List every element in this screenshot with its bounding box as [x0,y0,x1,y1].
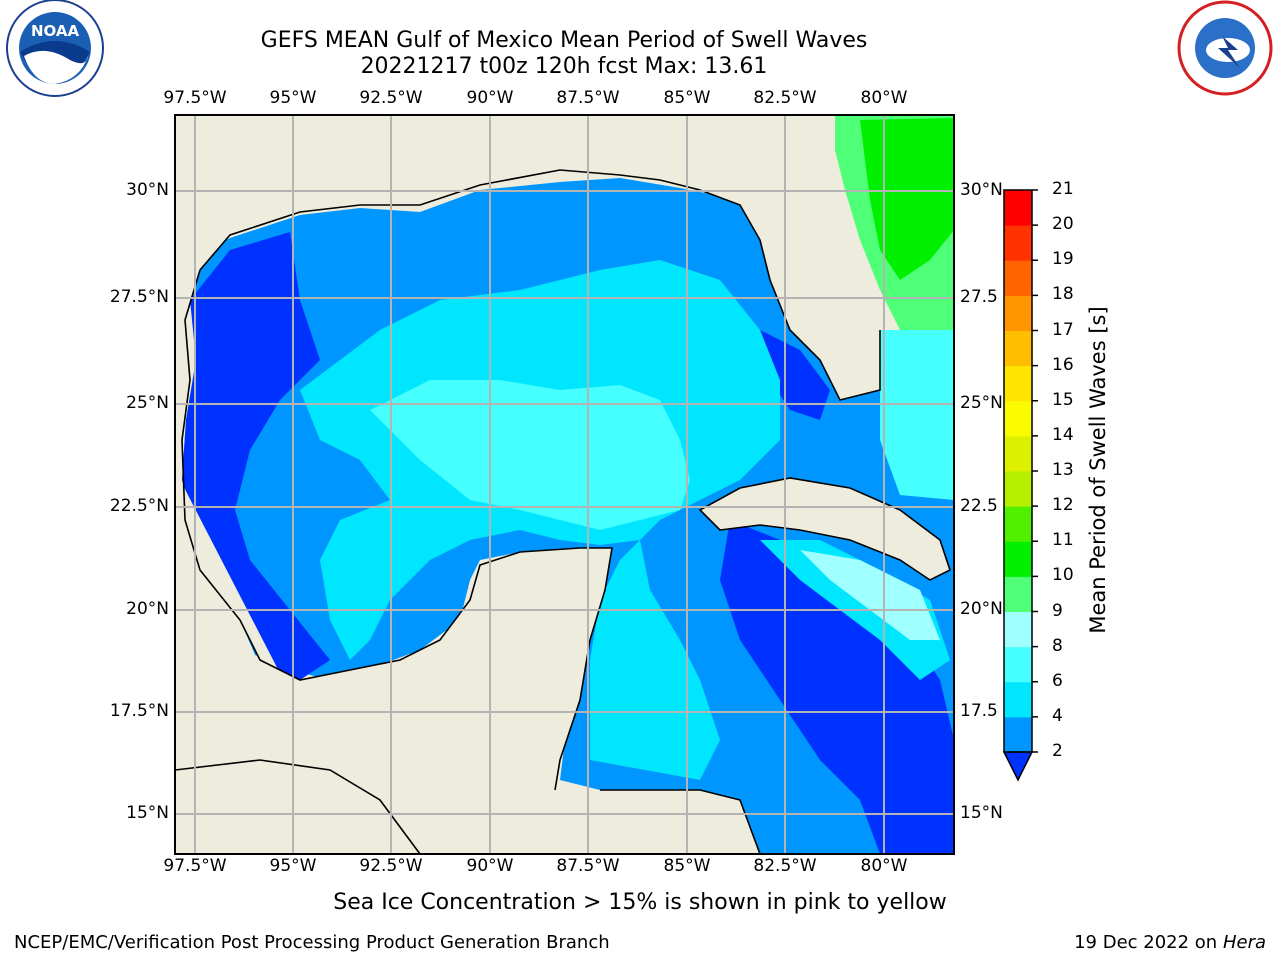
caribbean-band-light [800,550,940,640]
graticule [175,115,954,854]
chart-title: GEFS MEAN Gulf of Mexico Mean Period of … [260,28,868,53]
lat-tick-left: 20°N [126,599,169,619]
chart-subtitle: 20221217 t00z 120h fcst Max: 13.61 [360,54,768,79]
colorbar-segment [1004,471,1032,507]
deep-blue-east [720,520,954,854]
run-date: 19 Dec 2022 on Hera [1074,932,1266,953]
lat-tick-right: 22.5 [960,496,998,516]
sea-ice-note: Sea Ice Concentration > 15% is shown in … [333,890,947,915]
lat-tick-left: 17.5°N [109,701,169,721]
coastline-honduras [600,789,761,854]
lon-tick-bottom: 87.5°W [556,856,620,876]
map-frame [174,114,955,855]
colorbar-tick-label: 16 [1052,354,1074,375]
colorbar-tick-label: 4 [1052,705,1063,726]
lon-tick-bottom: 90°W [466,856,514,876]
lon-tick-bottom: 95°W [269,856,317,876]
coastline-pacific [175,759,421,854]
colorbar-segment [1004,400,1032,437]
colorbar-tick-label: 18 [1052,284,1074,305]
lat-tick-right: 17.5 [960,701,998,721]
coastline-cuba [698,477,951,581]
lat-tick-left: 30°N [126,180,169,200]
colorbar-tick-label: 19 [1052,249,1074,270]
machine-name: Hera [1222,932,1266,953]
lat-tick-left: 25°N [126,393,169,413]
deep-blue-ne [760,330,830,420]
lon-tick-bottom: 85°W [663,856,711,876]
colorbar-segment [1004,435,1032,472]
lon-tick-top: 92.5°W [359,88,423,108]
colorbar-tick-label: 12 [1052,495,1074,516]
lon-tick-top: 80°W [860,88,908,108]
lat-tick-left: 27.5°N [109,287,169,307]
colorbar-extend-min [1002,751,1034,782]
lat-tick-left: 15°N [126,803,169,823]
lon-tick-top: 82.5°W [753,88,817,108]
lat-tick-right: 30°N [960,180,1003,200]
colorbar-tick-label: 9 [1052,600,1063,621]
lat-tick-right: 27.5 [960,287,998,307]
colorbar-tick-label: 14 [1052,424,1074,445]
light-cyan-center [370,380,690,530]
lon-tick-bottom: 82.5°W [753,856,817,876]
noaa-logo-text: NOAA [31,22,80,40]
colorbar-tick-label: 21 [1052,179,1074,199]
colorbar-segment [1004,576,1032,612]
nws-logo [1177,0,1273,96]
colorbar-tick-label: 17 [1052,319,1074,340]
lon-tick-top: 95°W [269,88,317,108]
colorbar-tick-label: 8 [1052,635,1063,656]
colorbar-segment [1004,365,1032,402]
colorbar-tick-label: 13 [1052,460,1074,480]
colorbar-segment [1004,225,1032,261]
lon-tick-bottom: 97.5°W [163,856,227,876]
colorbar-segment [1004,330,1032,367]
noaa-logo: NOAA [6,0,104,97]
colorbar-label: Mean Period of Swell Waves [s] [1086,306,1110,634]
atlantic-light [880,330,954,500]
colorbar-segment [1004,681,1032,718]
lat-tick-right: 20°N [960,599,1003,619]
lon-tick-top: 85°W [663,88,711,108]
colorbar-segment [1004,190,1032,226]
colorbar [1002,189,1038,782]
lat-tick-left: 22.5°N [109,496,169,516]
colorbar-segment [1004,295,1032,331]
lon-tick-bottom: 80°W [860,856,908,876]
lon-tick-top: 90°W [466,88,514,108]
mexico-land [175,470,760,854]
map-panel [175,115,954,854]
colorbar-tick-label: 2 [1052,741,1063,761]
colorbar-segment [1004,541,1032,577]
lon-tick-top: 87.5°W [556,88,620,108]
colorbar-segment [1004,716,1032,753]
colorbar-segment [1004,260,1032,296]
lon-tick-bottom: 92.5°W [359,856,423,876]
colorbar-tick-label: 20 [1052,214,1074,235]
lat-tick-right: 15°N [960,803,1003,823]
colorbar-tick-label: 11 [1052,530,1074,551]
coastline [199,169,881,401]
lon-tick-top: 97.5°W [163,88,227,108]
colorbar-tick-label: 6 [1052,670,1063,691]
colorbar-segment [1004,611,1032,648]
us-land [175,115,880,480]
colorbar-tick-label: 10 [1052,565,1074,586]
colorbar-segment [1004,646,1032,683]
colorbar-segment [1004,506,1032,542]
credit-text: NCEP/EMC/Verification Post Processing Pr… [14,932,610,953]
colorbar-tick-label: 15 [1052,389,1074,410]
run-date-text: 19 Dec 2022 on [1074,932,1218,953]
coastline-west [181,269,613,791]
lat-tick-right: 25°N [960,393,1003,413]
yucatan-land [460,548,612,760]
